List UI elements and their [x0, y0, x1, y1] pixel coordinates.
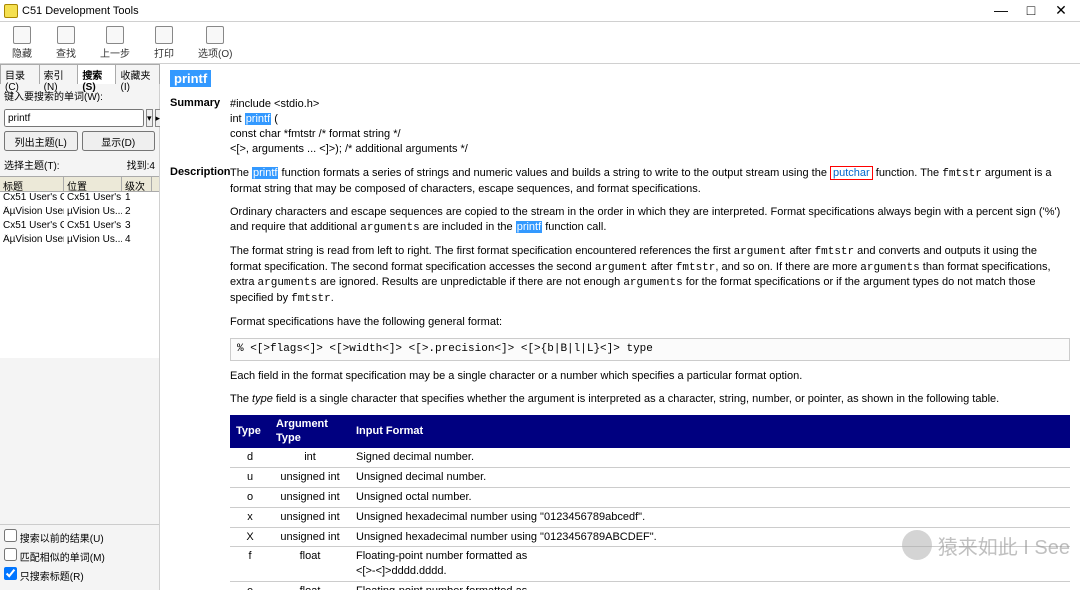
search-options: 搜索以前的结果(U) 匹配相似的单词(M) 只搜索标题(R) [0, 524, 159, 590]
sidebar: 目录(C) 索引(N) 搜索(S) 收藏夹(I) 键入要搜索的单词(W): ▾ … [0, 64, 160, 590]
window-buttons: — □ ✕ [992, 2, 1076, 19]
table-row: Xunsigned intUnsigned hexadecimal number… [230, 527, 1070, 547]
titlebar: C51 Development Tools — □ ✕ [0, 0, 1080, 22]
table-row: ffloatFloating-point number formatted as… [230, 547, 1070, 582]
tb-options[interactable]: 选项(O) [192, 24, 238, 62]
putchar-link[interactable]: putchar [830, 166, 873, 180]
search-option[interactable]: 只搜索标题(R) [4, 567, 155, 586]
summary-label: Summary [170, 97, 230, 156]
search-label: 键入要搜索的单词(W): [0, 84, 159, 107]
options-icon [206, 26, 224, 44]
print-icon [155, 26, 173, 44]
table-row[interactable]: Cx51 User's Guide:...Cx51 User's...1 [0, 192, 159, 206]
tab-favorites[interactable]: 收藏夹(I) [115, 64, 160, 84]
found-count: 找到:4 [127, 157, 155, 172]
table-row: efloatFloating-point number formatted as… [230, 582, 1070, 590]
results-list[interactable]: Cx51 User's Guide:...Cx51 User's...1ÂµVi… [0, 192, 159, 358]
toolbar: 隐藏 查找 上一步 打印 选项(O) [0, 22, 1080, 64]
table-row: ounsigned intUnsigned octal number. [230, 487, 1070, 507]
table-row: dintSigned decimal number. [230, 448, 1070, 467]
search-option[interactable]: 搜索以前的结果(U) [4, 529, 155, 548]
list-topics-button[interactable]: 列出主题(L) [4, 131, 78, 151]
tb-print[interactable]: 打印 [148, 24, 180, 62]
table-row: xunsigned intUnsigned hexadecimal number… [230, 507, 1070, 527]
search-input[interactable] [4, 109, 144, 127]
format-spec: % <[>flags<]> <[>width<]> <[>.precision<… [230, 338, 1070, 361]
app-icon [4, 4, 18, 18]
results-header: 标题 位置 级次 [0, 176, 159, 192]
description-body: The printf function formats a series of … [230, 166, 1070, 590]
results-label: 选择主题(T): [4, 157, 60, 172]
tab-contents[interactable]: 目录(C) [0, 64, 40, 84]
window-title: C51 Development Tools [22, 5, 992, 17]
tab-search[interactable]: 搜索(S) [77, 64, 116, 84]
page-title: printf [170, 70, 211, 87]
search-dropdown[interactable]: ▾ [146, 109, 153, 127]
table-row[interactable]: Cx51 User's Guide:...Cx51 User's...3 [0, 220, 159, 234]
search-option[interactable]: 匹配相似的单词(M) [4, 548, 155, 567]
tb-hide[interactable]: 隐藏 [6, 24, 38, 62]
tab-index[interactable]: 索引(N) [39, 64, 79, 84]
close-button[interactable]: ✕ [1052, 2, 1070, 19]
minimize-button[interactable]: — [992, 2, 1010, 19]
table-row: uunsigned intUnsigned decimal number. [230, 468, 1070, 488]
maximize-button[interactable]: □ [1022, 2, 1040, 19]
hide-icon [13, 26, 31, 44]
table-row[interactable]: ÂµVision User's G...µVision Us...2 [0, 206, 159, 220]
back-icon [106, 26, 124, 44]
type-table: Type Argument Type Input Format dintSign… [230, 415, 1070, 590]
description-label: Description [170, 166, 230, 590]
content-pane[interactable]: printf Summary #include <stdio.h>int pri… [160, 64, 1080, 590]
tb-back[interactable]: 上一步 [94, 24, 136, 62]
show-button[interactable]: 显示(D) [82, 131, 156, 151]
sidebar-tabs: 目录(C) 索引(N) 搜索(S) 收藏夹(I) [0, 64, 159, 84]
find-icon [57, 26, 75, 44]
summary-code: #include <stdio.h>int printf ( const cha… [230, 97, 1070, 156]
table-row[interactable]: ÂµVision User's G...µVision Us...4 [0, 234, 159, 248]
tb-find[interactable]: 查找 [50, 24, 82, 62]
